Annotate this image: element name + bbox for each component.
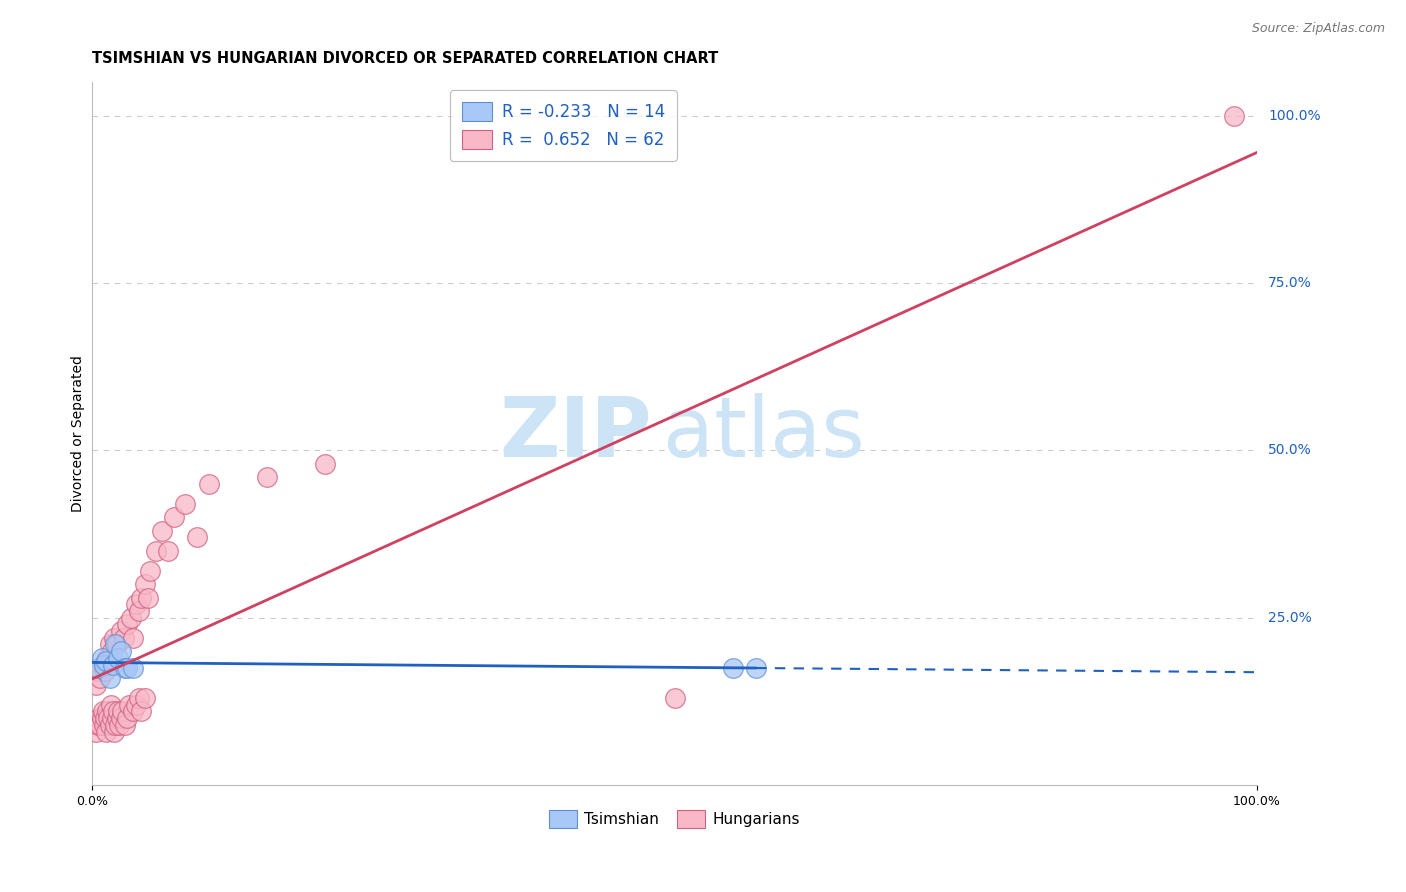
Point — [104, 718, 127, 732]
Point — [134, 691, 156, 706]
Point — [96, 705, 118, 719]
Point — [91, 705, 114, 719]
Point — [150, 524, 173, 538]
Point — [91, 657, 114, 672]
Point — [122, 631, 145, 645]
Point — [125, 597, 148, 611]
Point — [129, 705, 152, 719]
Point — [110, 711, 132, 725]
Point — [89, 718, 111, 732]
Point — [87, 665, 110, 679]
Point — [93, 657, 115, 672]
Point — [101, 657, 124, 672]
Point — [101, 705, 124, 719]
Point — [186, 530, 208, 544]
Point — [134, 577, 156, 591]
Point — [129, 591, 152, 605]
Point — [107, 651, 129, 665]
Point — [89, 711, 111, 725]
Point — [101, 644, 124, 658]
Point — [118, 698, 141, 712]
Text: 50.0%: 50.0% — [1268, 443, 1312, 458]
Point — [101, 711, 124, 725]
Point — [664, 691, 686, 706]
Point — [1222, 109, 1244, 123]
Point — [136, 591, 159, 605]
Point — [125, 698, 148, 712]
Point — [87, 661, 110, 675]
Text: atlas: atlas — [662, 393, 865, 475]
Point — [104, 638, 127, 652]
Text: Source: ZipAtlas.com: Source: ZipAtlas.com — [1251, 22, 1385, 36]
Point — [100, 698, 122, 712]
Point — [103, 631, 125, 645]
Point — [122, 705, 145, 719]
Point — [128, 691, 150, 706]
Text: TSIMSHIAN VS HUNGARIAN DIVORCED OR SEPARATED CORRELATION CHART: TSIMSHIAN VS HUNGARIAN DIVORCED OR SEPAR… — [93, 51, 718, 66]
Point — [90, 651, 112, 665]
Point — [122, 661, 145, 675]
Point — [98, 671, 121, 685]
Point — [745, 661, 768, 675]
Point — [314, 457, 336, 471]
Point — [156, 543, 179, 558]
Point — [114, 718, 136, 732]
Point — [105, 711, 128, 725]
Point — [114, 661, 136, 675]
Point — [163, 510, 186, 524]
Point — [107, 705, 129, 719]
Text: 100.0%: 100.0% — [1268, 109, 1320, 122]
Y-axis label: Divorced or Separated: Divorced or Separated — [72, 355, 86, 512]
Point — [110, 624, 132, 639]
Point — [93, 718, 115, 732]
Point — [90, 711, 112, 725]
Point — [197, 476, 219, 491]
Point — [145, 543, 167, 558]
Point — [103, 724, 125, 739]
Text: 75.0%: 75.0% — [1268, 276, 1312, 290]
Point — [97, 711, 120, 725]
Text: ZIP: ZIP — [499, 393, 651, 475]
Point — [256, 470, 278, 484]
Point — [96, 724, 118, 739]
Point — [721, 661, 744, 675]
Point — [98, 638, 121, 652]
Point — [115, 617, 138, 632]
Point — [89, 671, 111, 685]
Point — [174, 497, 197, 511]
Point — [94, 711, 117, 725]
Point — [115, 661, 138, 675]
Point — [115, 711, 138, 725]
Point — [84, 724, 107, 739]
Point — [110, 644, 132, 658]
Point — [111, 705, 134, 719]
Point — [96, 654, 118, 668]
Text: 25.0%: 25.0% — [1268, 611, 1312, 624]
Point — [98, 718, 121, 732]
Legend: Tsimshian, Hungarians: Tsimshian, Hungarians — [543, 804, 806, 834]
Point — [128, 604, 150, 618]
Point — [105, 638, 128, 652]
Point — [112, 631, 135, 645]
Point — [120, 611, 142, 625]
Point — [139, 564, 162, 578]
Point — [96, 651, 118, 665]
Point — [84, 678, 107, 692]
Point — [108, 718, 131, 732]
Point — [94, 665, 117, 679]
Point — [87, 718, 110, 732]
